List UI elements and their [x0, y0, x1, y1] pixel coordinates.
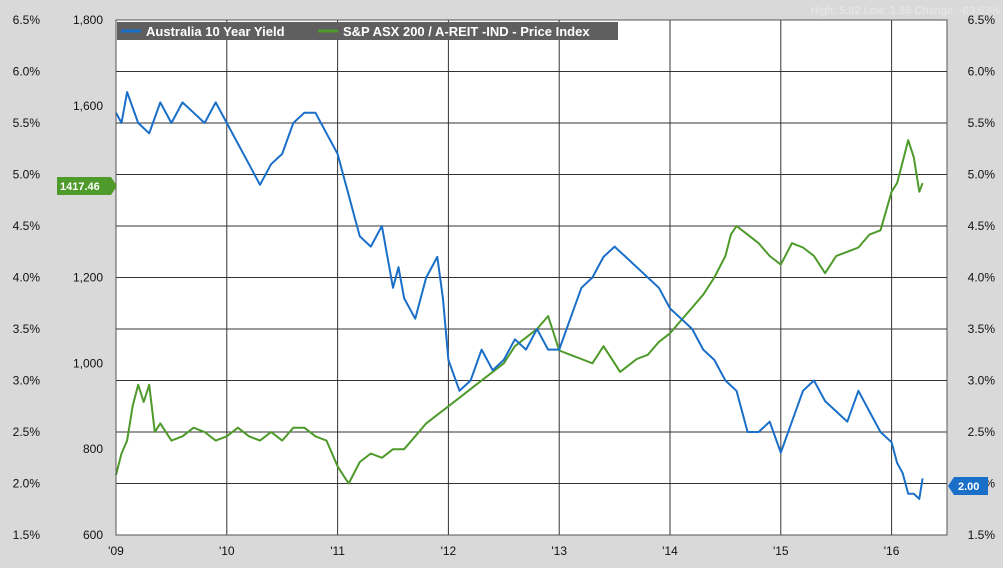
right-axis-tick-label: 3.5%	[968, 322, 996, 336]
left-axis-tick-label: 6.0%	[13, 65, 41, 79]
stats-readout: High: 5.82 Low: 1.85 Change: -63.63%	[810, 5, 1000, 17]
right-axis-tick-label: 6.5%	[968, 13, 996, 27]
x-axis-tick-label: '13	[551, 544, 567, 558]
x-axis-tick-label: '12	[441, 544, 457, 558]
left-axis-tick-label: 3.5%	[13, 322, 41, 336]
right-axis-tick-label: 6.0%	[968, 65, 996, 79]
last-value-price: 1417.46	[60, 181, 100, 193]
last-value-tag-yield: 2.00	[948, 477, 988, 495]
legend-background	[117, 22, 618, 40]
left-axis-tick-label: 5.5%	[13, 116, 41, 130]
x-axis-tick-label: '16	[884, 544, 900, 558]
price-axis-tick-label: 1,600	[73, 99, 103, 113]
left-axis-tick-label: 4.0%	[13, 271, 41, 285]
price-axis-tick-label: 1,000	[73, 356, 103, 370]
last-value-tag-price-shape	[57, 177, 117, 195]
legend-label-reit: S&P ASX 200 / A-REIT -IND - Price Index	[343, 24, 590, 39]
right-axis-tick-label: 5.0%	[968, 168, 996, 182]
x-axis-tick-label: '09	[108, 544, 124, 558]
x-axis-tick-label: '14	[662, 544, 678, 558]
legend: Australia 10 Year Yield S&P ASX 200 / A-…	[117, 22, 618, 40]
axes: 6.5% 6.0% 5.5% 5.0% 4.5% 4.0% 3.5% 3.0% 2.5% 2.0%…	[13, 13, 996, 558]
left-axis-tick-label: 5.0%	[13, 168, 41, 182]
last-value-tag-yield-shape	[948, 477, 988, 495]
left-axis-tick-label: 2.0%	[13, 477, 41, 491]
price-axis-tick-label: 1,200	[73, 271, 103, 285]
series-layer	[115, 91, 924, 500]
right-axis-tick-label: 2.5%	[968, 425, 996, 439]
last-value-tag-price: 1417.46	[57, 177, 117, 195]
x-axis-tick-label: '10	[219, 544, 235, 558]
left-axis-tick-label: 6.5%	[13, 13, 41, 27]
right-axis-tick-label: 4.0%	[968, 271, 996, 285]
price-axis-tick-label: 800	[83, 442, 103, 456]
left-axis-tick-label: 3.0%	[13, 374, 41, 388]
right-axis-tick-label: 4.5%	[968, 219, 996, 233]
x-axis-tick-label: '11	[330, 544, 345, 558]
price-axis-tick-label: 1,800	[73, 13, 103, 27]
right-axis-tick-label: 1.5%	[968, 528, 996, 542]
left-axis-tick-label: 1.5%	[13, 528, 41, 542]
right-axis-tick-label: 5.5%	[968, 116, 996, 130]
left-axis-tick-label: 4.5%	[13, 219, 41, 233]
right-axis-tick-label: 3.0%	[968, 374, 996, 388]
series-line-yield	[115, 91, 924, 500]
x-axis-tick-label: '15	[773, 544, 789, 558]
last-value-yield: 2.00	[958, 481, 979, 493]
legend-label-yield: Australia 10 Year Yield	[146, 24, 285, 39]
series-line-reit	[115, 139, 924, 485]
left-axis-tick-label: 2.5%	[13, 425, 41, 439]
plot-frame	[115, 19, 948, 536]
price-axis-tick-label: 600	[83, 528, 103, 542]
